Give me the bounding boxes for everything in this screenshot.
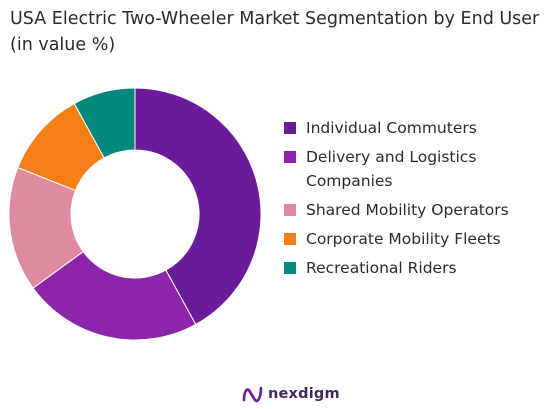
donut-slice-individual-commuters bbox=[134, 87, 262, 326]
legend-label: Recreational Riders bbox=[306, 259, 457, 277]
legend-label: Delivery and Logistics Companies bbox=[306, 148, 477, 190]
legend-swatch bbox=[284, 204, 296, 216]
donut-slice-recreational-riders bbox=[73, 87, 136, 159]
legend-item: Corporate Mobility Fleets bbox=[284, 227, 544, 251]
legend-label: Corporate Mobility Fleets bbox=[306, 230, 501, 248]
legend-swatch bbox=[284, 122, 296, 134]
legend-swatch bbox=[284, 233, 296, 245]
legend-label: Individual Commuters bbox=[306, 119, 477, 137]
nexdigm-logo-icon bbox=[242, 386, 263, 403]
legend-item: Shared Mobility Operators bbox=[284, 198, 544, 222]
chart-title: USA Electric Two-Wheeler Market Segmenta… bbox=[10, 9, 540, 55]
legend-item: Individual Commuters bbox=[284, 116, 544, 140]
brand-logo: nexdigm bbox=[242, 382, 340, 406]
legend-swatch bbox=[284, 151, 296, 163]
chart-legend: Individual Commuters Delivery and Logisti… bbox=[284, 116, 544, 285]
legend-item: Delivery and Logistics Companies bbox=[284, 145, 544, 193]
donut-chart bbox=[8, 87, 262, 341]
logo-text: nexdigm bbox=[268, 386, 340, 402]
legend-item: Recreational Riders bbox=[284, 256, 544, 280]
legend-label: Shared Mobility Operators bbox=[306, 201, 509, 219]
legend-swatch bbox=[284, 262, 296, 274]
donut-slice-delivery-and-logistics-companies bbox=[32, 250, 197, 341]
